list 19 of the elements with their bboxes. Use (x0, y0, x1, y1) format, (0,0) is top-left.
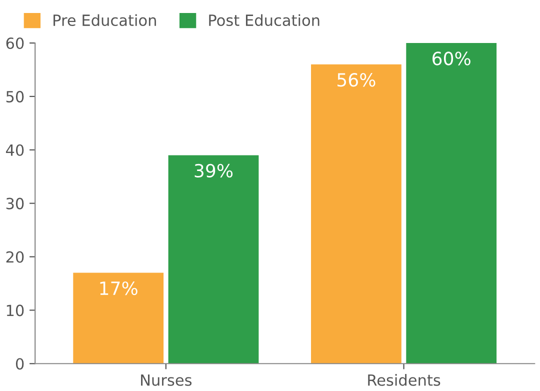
bar (311, 64, 402, 364)
data-label: 56% (338, 73, 376, 87)
bar (406, 43, 497, 364)
y-tick-label: 40 (6, 144, 24, 156)
y-tick-label: 50 (6, 90, 24, 102)
bar (168, 155, 259, 364)
data-label: 60% (432, 52, 470, 66)
y-tick-label: 60 (6, 37, 24, 50)
data-label: 17% (100, 281, 138, 296)
x-tick-label: Residents (368, 374, 440, 386)
legend-label: Post Education (209, 14, 320, 26)
bar (73, 272, 164, 364)
y-tick-label: 30 (6, 198, 24, 210)
y-tick-label: 20 (6, 251, 24, 263)
data-label: 39% (194, 164, 233, 178)
x-tick-label: Nurses (141, 374, 192, 386)
y-tick-label: 0 (16, 358, 24, 370)
y-tick-label: 10 (6, 304, 24, 316)
legend-label: Pre Education (54, 14, 156, 26)
